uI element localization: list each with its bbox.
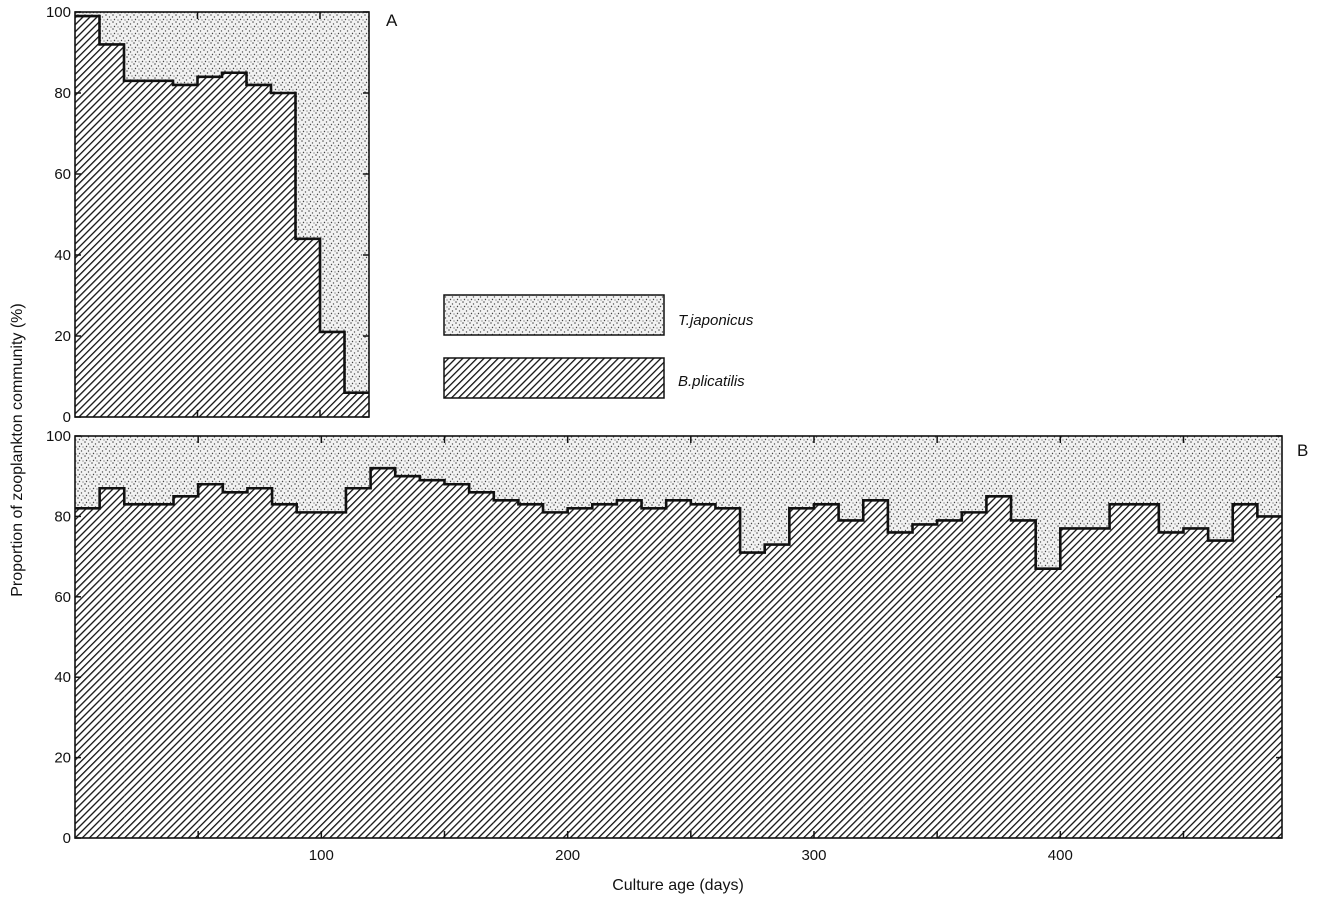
bar-b-plicatilis	[592, 504, 617, 838]
legend: T.japonicus B.plicatilis	[443, 294, 754, 399]
y-tick-label: 80	[54, 85, 71, 102]
bar-b-plicatilis	[1232, 504, 1258, 838]
y-tick-label: 40	[54, 247, 71, 264]
y-tick-label: 80	[54, 508, 71, 525]
bar-b-plicatilis	[863, 500, 888, 838]
x-tick-label: 100	[309, 847, 334, 864]
series-line-b-plicatilis	[75, 466, 1282, 570]
bar-b-plicatilis	[222, 72, 247, 417]
legend-swatch-b-plicatilis	[443, 357, 665, 399]
bar-b-plicatilis	[1011, 520, 1036, 838]
bar-b-plicatilis	[419, 480, 445, 838]
bar-b-plicatilis	[370, 468, 396, 838]
series-line-b-plicatilis	[75, 14, 369, 394]
panel-a-label: A	[386, 11, 398, 30]
bar-b-plicatilis	[1183, 528, 1209, 838]
bar-b-plicatilis	[272, 504, 297, 838]
bar-b-plicatilis	[197, 76, 222, 418]
bar-b-plicatilis	[124, 504, 174, 838]
x-tick-label: 200	[555, 847, 580, 864]
bar-b-plicatilis	[99, 488, 125, 838]
bar-b-plicatilis	[75, 16, 100, 418]
bar-b-plicatilis	[345, 488, 371, 838]
bar-b-plicatilis	[296, 512, 346, 838]
bar-b-plicatilis	[567, 508, 593, 838]
legend-swatch-t-japonicus	[443, 294, 665, 336]
panel-b-label: B	[1297, 441, 1308, 460]
bar-b-plicatilis	[1158, 532, 1184, 838]
bar-b-plicatilis	[344, 392, 369, 417]
bar-b-plicatilis	[666, 500, 691, 838]
plot-frame	[74, 11, 370, 418]
y-tick-label: 20	[54, 750, 71, 767]
bar-b-plicatilis	[395, 476, 420, 838]
bar-b-plicatilis	[543, 512, 568, 838]
bar-b-plicatilis	[493, 500, 519, 838]
bar-b-plicatilis	[124, 80, 173, 417]
bar-b-plicatilis	[789, 508, 814, 838]
bar-b-plicatilis	[715, 508, 741, 838]
bar-b-plicatilis	[937, 520, 962, 838]
panel-b: 0 20 40 60 80 100 100 200 300 400	[46, 428, 1283, 864]
bar-b-plicatilis	[1035, 568, 1061, 838]
bar-b-plicatilis	[1060, 528, 1085, 838]
bar-b-plicatilis	[320, 331, 345, 417]
bar-b-plicatilis	[75, 508, 100, 838]
bar-b-plicatilis	[271, 93, 296, 417]
bar-b-plicatilis	[173, 496, 199, 838]
bar-b-plicatilis	[887, 532, 913, 838]
x-tick-label: 300	[801, 847, 826, 864]
y-tick-label: 60	[54, 166, 71, 183]
bar-b-plicatilis	[198, 484, 223, 838]
legend-label-t-japonicus: T.japonicus	[678, 312, 754, 329]
bar-b-plicatilis	[1084, 528, 1110, 838]
bar-b-plicatilis	[1208, 540, 1233, 838]
y-axis-title: Proportion of zooplankton community (%)	[9, 303, 26, 596]
bar-b-plicatilis	[222, 492, 248, 838]
bar-b-plicatilis	[444, 484, 470, 838]
bar-b-plicatilis	[690, 504, 716, 838]
bar-b-plicatilis	[469, 492, 494, 838]
bar-b-plicatilis	[986, 496, 1012, 838]
bar-b-plicatilis	[961, 512, 987, 838]
bar-b-plicatilis	[813, 504, 839, 838]
y-tick-label: 0	[63, 830, 71, 847]
bar-b-plicatilis	[246, 84, 271, 418]
bar-b-plicatilis	[99, 44, 124, 418]
y-tick-label: 20	[54, 328, 71, 345]
x-axis-title: Culture age (days)	[612, 877, 744, 894]
y-tick-label: 60	[54, 589, 71, 606]
bar-b-plicatilis	[641, 508, 667, 838]
plot-frame	[74, 435, 1283, 839]
y-tick-label: 100	[46, 428, 71, 445]
panel-a: 0 20 40 60 80 100	[46, 4, 370, 426]
legend-label-b-plicatilis: B.plicatilis	[678, 373, 745, 390]
bar-b-plicatilis	[1109, 504, 1159, 838]
y-tick-label: 40	[54, 669, 71, 686]
bar-b-plicatilis	[295, 238, 320, 417]
x-tick-label: 400	[1048, 847, 1073, 864]
bar-b-plicatilis	[912, 524, 938, 838]
bar-b-plicatilis	[616, 500, 642, 838]
bar-b-plicatilis	[518, 504, 544, 838]
y-tick-label: 100	[46, 4, 71, 21]
bar-b-plicatilis	[838, 520, 864, 838]
bar-b-plicatilis	[740, 552, 765, 838]
bar-b-plicatilis	[764, 544, 790, 838]
bar-b-plicatilis	[173, 84, 198, 418]
bar-b-plicatilis	[247, 488, 273, 838]
y-tick-label: 0	[63, 409, 71, 426]
